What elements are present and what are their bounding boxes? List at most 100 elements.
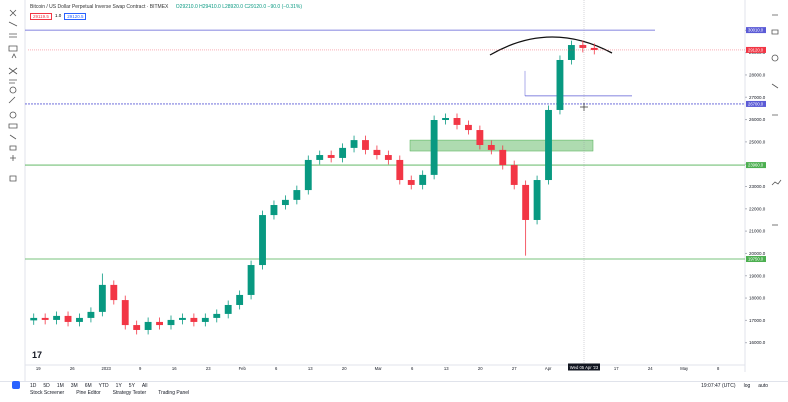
candle-body [98,284,106,312]
candle-body [270,205,278,216]
x-tick-label: 13 [444,366,449,371]
cursor-date: Wed 05 Apr '23 [570,365,599,370]
candle-body [510,165,518,185]
x-tick-label: 20 [478,366,483,371]
candle-body [430,120,438,175]
x-tick-label: Mar [375,366,383,371]
timeframes: 1D 5D 1M 3M 6M YTD 1Y 5Y All [30,382,147,390]
y-tick-label: 16000.0 [749,340,766,345]
candle-body [327,155,335,158]
candle-body [133,325,141,330]
candle-body [362,140,369,150]
candle-body [121,300,129,326]
candle-body [339,147,347,158]
x-tick-label: 13 [308,366,313,371]
y-tick-label: 25000.0 [749,139,766,144]
y-tick-label: 18000.0 [749,296,766,301]
candle-body [201,317,209,322]
candle-body [190,317,198,322]
candle-body [522,184,530,220]
level-tag [746,256,766,263]
x-tick-label: Apr [545,366,552,371]
level-label: 19750.0 [748,257,764,262]
candle-body [533,180,541,220]
candle-body [259,215,266,266]
spread: 1.0 [54,13,62,18]
candle-body [350,140,358,148]
candle-body [384,155,392,160]
level-label: 30010.0 [748,28,764,33]
toolbar [0,0,25,381]
panel-tab[interactable]: Trading Panel [158,390,190,396]
timeframe-button[interactable]: YTD [98,383,109,389]
candle-body [76,317,83,322]
panel-tab[interactable]: Strategy Tester [112,390,147,396]
last-price-tag [746,46,766,53]
timeframe-button[interactable]: All [141,383,148,389]
panel-tab[interactable]: Pine Editor [76,390,101,396]
y-tick-label: 23000.0 [749,184,766,189]
log-toggle[interactable]: log [743,383,751,389]
panel-tab[interactable]: Stock Screener [30,390,65,396]
candle-body [579,45,587,48]
x-tick-label: 24 [648,366,653,371]
x-tick-label: 8 [717,366,720,371]
candle-body [304,159,312,191]
app-icon[interactable] [12,381,20,389]
candle-body [476,130,484,145]
x-tick-label: 2023 [102,366,112,371]
tool-icons[interactable] [8,9,18,182]
candle-body [247,265,255,295]
candle-body [156,321,163,326]
timeframe-button[interactable]: 3M [70,383,78,389]
candle-body [87,311,95,318]
y-tick-label: 27000.0 [749,95,766,100]
candle-body [442,118,449,121]
header: Bitcoin / US Dollar Perpetual Inverse Sw… [30,4,308,10]
candle-body [144,321,152,330]
sell-tag[interactable]: 29119.5 [30,13,52,20]
candle-body [179,317,186,320]
candle-body [567,45,575,60]
level-label: 23960.0 [748,163,764,168]
symbol: Bitcoin / US Dollar Perpetual Inverse Sw… [30,4,169,10]
y-tick-label: 17000.0 [749,318,766,323]
candle-body [167,319,175,326]
x-tick-label: 27 [512,366,517,371]
candle-body [545,109,552,181]
cursor-date-tag [568,363,600,371]
candle-body [556,59,564,110]
timeframe-button[interactable]: 1D [30,383,37,389]
last-price-label: 29120.0 [748,47,764,52]
timeframe-button[interactable]: 5D [43,383,50,389]
level-tag [746,162,766,169]
level-tag [746,100,766,107]
candle-body [590,47,598,50]
timeframe-button[interactable]: 5Y [128,383,135,389]
timeframe-button[interactable]: 1M [56,383,64,389]
x-tick-label: 26 [70,366,75,371]
candle-body [487,144,495,150]
x-tick-label: 9 [139,366,142,371]
auto-toggle[interactable]: auto [758,383,768,389]
logo: 17 [32,350,42,360]
y-tick-label: 21000.0 [749,229,766,234]
level-label: 26700.0 [748,101,764,106]
buy-tag[interactable]: 29120.5 [64,13,87,20]
timeframe-button[interactable]: 1Y [115,383,122,389]
trade-tags: 29119.5 1.0 29120.5 [30,13,87,20]
right-icons[interactable] [771,14,782,226]
level-tag [746,27,766,34]
candle-body [110,284,118,301]
candle-body [41,317,49,320]
y-tick-label: 20000.0 [749,251,766,256]
arc-drawing [489,36,613,56]
candle-body [407,180,415,185]
x-tick-label: 6 [275,366,278,371]
candle-body [465,124,472,131]
x-tick-label: 19 [36,366,41,371]
candle-body [396,159,404,181]
candle-body [419,174,427,185]
candle-body [453,118,461,125]
timeframe-button[interactable]: 6M [84,383,92,389]
